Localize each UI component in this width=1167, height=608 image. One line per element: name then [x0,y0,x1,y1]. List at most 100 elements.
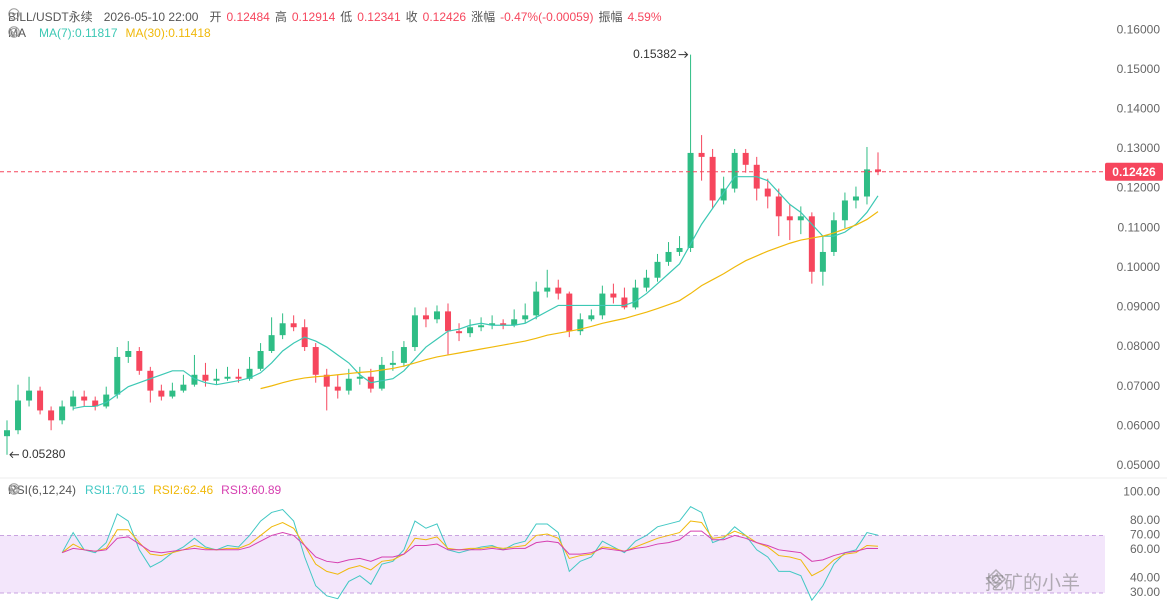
legend-name: MA(30) [126,26,169,40]
candle-body [808,216,815,272]
symbol: BILL/USDT永续 [8,10,93,24]
high-value: 0.12914 [291,9,336,24]
candle-body [191,374,198,385]
candle-body [588,315,595,320]
candle-body [169,390,176,397]
candle-body [103,394,110,407]
candle-body [665,251,672,262]
y-tick-label: 60.00 [1130,542,1160,556]
candle-body [290,323,297,328]
legend-name: RSI2 [153,483,183,497]
time: 2026-05-10 22:00 [103,9,199,24]
y-tick-label: 80.00 [1130,513,1160,527]
price-pane [4,54,881,455]
legend-name: MA(7) [39,26,75,40]
change-value: -0.47%(-0.00059) [500,9,594,24]
candle-body [852,196,859,201]
candle-body [555,287,562,294]
candle-body [875,169,881,172]
rsi-line [61,520,879,577]
candle-body [489,323,496,326]
y-tick-label: 0.13000 [1117,141,1161,155]
rsi-line [61,530,879,564]
candle-body [775,196,782,217]
candle-body [378,364,385,389]
candle-body [797,216,804,221]
alert-icon[interactable] [8,483,20,495]
candle-body [709,156,716,201]
legend-entry: MA(30)0.11418 [126,26,211,40]
candle-body [411,315,418,348]
candle-body [81,396,88,401]
candle-body [863,169,870,197]
candle-body [742,152,749,165]
indicator-name: RSI(6,12,24) [8,483,77,497]
open-value: 0.12484 [226,9,270,24]
candle-body [654,261,661,278]
candle-body [610,293,617,298]
y-tick-label: 0.10000 [1117,260,1161,274]
candle-body [213,378,220,381]
legend-value: 62.46 [183,483,214,497]
candle-body [599,293,606,316]
last-price-box [1105,162,1163,181]
y-tick-label: 0.15000 [1117,62,1161,76]
candle-body [59,406,66,421]
candle-body [819,251,826,272]
watermark-text: 挖矿的小羊 [985,573,1081,594]
legend-value: 60.89 [251,483,282,497]
y-tick-label: 0.06000 [1117,418,1161,432]
open-label: 开 [209,10,222,24]
y-tick-label: 0.08000 [1117,339,1161,353]
candle-body [764,188,771,197]
candle-body [511,319,518,326]
candle-body [621,297,628,308]
max-arrow [678,51,689,58]
rsi-band [0,535,1105,593]
watermark: 挖矿的小羊 [985,568,1080,595]
legend-entry: MA(7)0.11817 [39,26,118,40]
collapse-icon[interactable] [8,26,20,38]
legend: RSI170.15 RSI262.46 RSI360.89 [85,483,281,497]
alert-icon[interactable] [8,26,20,38]
candle-body [566,293,573,332]
candle-body [15,400,22,431]
low-label: 低 [340,10,353,24]
collapse-icon[interactable] [8,8,20,20]
candle-body [345,378,352,391]
candle-body [235,376,242,379]
min-label: 0.05280 [22,447,66,461]
rsi-pane [0,506,1105,602]
legend: MA(7)0.11817 MA(30)0.11418 [39,26,211,40]
y-tick-label: 40.00 [1130,571,1160,585]
candle-body [180,384,187,391]
candle-body [389,362,396,365]
legend-name: RSI1 [85,483,115,497]
legend-value: 0.11817 [75,26,118,40]
candle-body [136,351,143,371]
legend-entry: RSI262.46 [153,483,213,497]
close-label: 收 [405,10,418,24]
legend-value: 70.15 [115,483,146,497]
candle-body [246,368,253,379]
candle-body [257,351,264,369]
candle-body [533,291,540,316]
y-tick-label: 0.09000 [1117,300,1161,314]
watermark-icon [985,568,1007,590]
axis: 0.05000 0.06000 0.07000 0.08000 0.09000 0.100… [0,22,1167,599]
candle-body [544,287,551,292]
candle-body [70,396,77,407]
candle-body [356,376,363,379]
collapse-icon[interactable] [8,483,20,495]
candle-body [114,356,121,395]
candle-body [698,152,705,157]
candle-body [676,247,683,252]
y-tick-label: 0.11000 [1118,220,1161,234]
candle-body [456,331,463,334]
y-tick-label: 0.12000 [1117,181,1161,195]
low-value: 0.12341 [357,9,401,24]
candle-body [687,152,694,248]
